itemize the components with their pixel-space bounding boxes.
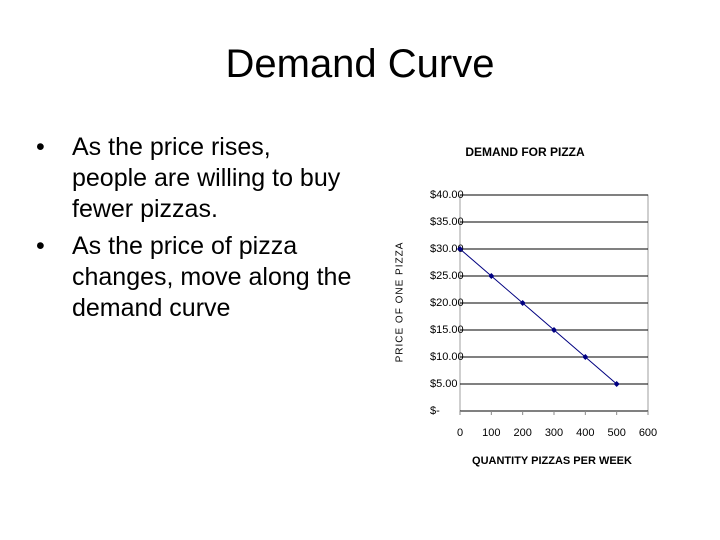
x-tick-label: 600 bbox=[639, 427, 657, 439]
data-point bbox=[582, 354, 589, 360]
y-tick-label: $40.00 bbox=[430, 189, 464, 201]
data-point bbox=[551, 327, 557, 333]
y-axis-label: PRICE OF ONE PIZZA bbox=[395, 242, 406, 363]
bullet: As the price of pizza changes, move alon… bbox=[36, 231, 352, 324]
data-point bbox=[613, 381, 620, 387]
y-tick-label: $35.00 bbox=[430, 216, 464, 228]
x-axis-label: QUANTITY PIZZAS PER WEEK bbox=[472, 455, 632, 467]
y-tick-label: $- bbox=[430, 405, 440, 417]
bullet: As the price rises, people are willing t… bbox=[36, 132, 352, 225]
bullet-list: As the price rises, people are willing t… bbox=[36, 132, 352, 330]
slide-title: Demand Curve bbox=[225, 42, 495, 86]
data-line bbox=[459, 248, 617, 385]
x-tick-label: 0 bbox=[457, 427, 463, 439]
y-tick-label: $15.00 bbox=[430, 324, 464, 336]
y-tick-label: $5.00 bbox=[430, 378, 458, 390]
y-tick-label: $10.00 bbox=[430, 351, 464, 363]
x-tick-label: 500 bbox=[607, 427, 625, 439]
x-tick-label: 100 bbox=[482, 427, 500, 439]
chart-title: DEMAND FOR PIZZA bbox=[465, 145, 585, 159]
data-point bbox=[457, 246, 463, 252]
y-tick-label: $25.00 bbox=[430, 270, 464, 282]
y-tick-label: $20.00 bbox=[430, 297, 464, 309]
x-tick-label: 200 bbox=[513, 427, 531, 439]
x-tick-label: 300 bbox=[545, 427, 563, 439]
x-tick-label: 400 bbox=[576, 427, 594, 439]
data-point bbox=[488, 273, 495, 279]
y-tick-label: $30.00 bbox=[430, 243, 464, 255]
data-point bbox=[519, 300, 526, 306]
